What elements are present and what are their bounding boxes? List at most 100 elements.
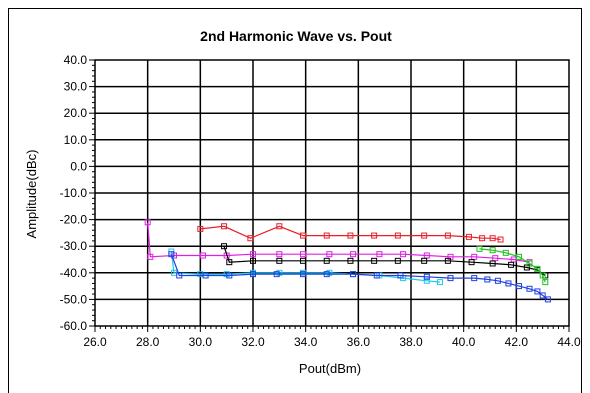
data-point [226,259,233,266]
data-point [489,235,496,242]
data-point [526,285,533,292]
data-point [300,257,307,264]
x-tick-label: 32.0 [241,335,265,349]
data-point [221,243,228,250]
data-point [476,245,483,252]
data-point [226,272,233,279]
series-line [223,246,546,276]
data-point [221,223,228,230]
data-point [497,236,504,243]
data-point [471,275,478,282]
data-point [515,283,522,290]
data-point [276,223,283,230]
x-tick-label: 38.0 [399,335,423,349]
y-tick-label: 40.0 [64,53,88,67]
x-tick-label: 30.0 [189,335,213,349]
data-point [539,292,546,299]
data-point [508,261,515,268]
y-tick-label: 20.0 [64,106,88,120]
y-tick-label: -10.0 [60,186,88,200]
data-point [199,252,206,259]
data-point [144,219,151,226]
data-point [534,288,541,295]
data-point [247,235,254,242]
x-tick-label: 34.0 [294,335,318,349]
data-point [326,251,333,258]
x-tick-label: 26.0 [83,335,107,349]
data-point [515,253,522,260]
data-point [400,251,407,258]
plot-border [94,59,570,327]
series-line [147,222,530,263]
y-tick-label: -40.0 [60,266,88,280]
data-point [421,257,428,264]
data-point [526,260,533,267]
data-point [168,251,175,258]
series-6 [168,251,551,303]
data-point [394,232,401,239]
data-point [373,272,380,279]
series-line [170,253,549,300]
data-point [394,257,401,264]
data-point [479,235,486,242]
data-point [376,251,383,258]
data-point [300,271,307,278]
data-point [202,272,209,279]
data-point [347,257,354,264]
x-axis-ticks: 26.0 28.0 30.0 32.0 34.0 36.0 38.0 40.0 42.0 44.0 [83,326,581,349]
data-point [534,265,541,272]
y-tick-label: -20.0 [60,213,88,227]
data-point [447,275,454,282]
data-point [489,247,496,254]
data-point [465,233,472,240]
data-point [176,272,183,279]
series-layer [144,219,551,303]
data-point [371,257,378,264]
y-tick-label: 0.0 [70,159,87,173]
y-tick-label: -60.0 [60,319,88,333]
data-point [423,277,430,284]
series-4 [476,245,549,286]
data-point [468,259,475,266]
data-point [484,276,491,283]
data-point [347,232,354,239]
y-axis-title: Amplitude(dBc) [24,150,39,239]
data-point [300,232,307,239]
data-point [421,232,428,239]
y-tick-label: -50.0 [60,292,88,306]
data-point [250,251,256,258]
series-3 [221,243,549,279]
data-point [502,249,509,256]
x-axis-title: Pout(dBm) [299,361,361,376]
data-point [276,251,283,258]
x-tick-label: 28.0 [136,335,160,349]
data-point [323,271,330,278]
data-point [542,279,549,286]
chart-title: 2nd Harmonic Wave vs. Pout [200,28,392,44]
data-point [489,260,496,267]
data-point [539,272,546,279]
data-point [494,277,501,284]
data-point [397,272,404,279]
data-point [350,271,357,278]
data-point [350,251,357,258]
grid [95,60,569,326]
data-point [250,271,256,278]
y-axis-ticks: 40.0 30.0 20.0 10.0 0.0 -10.0 -20.0 -30.0 -40.0 -… [60,53,95,333]
data-point [436,279,443,286]
y-tick-label: -30.0 [60,239,88,253]
data-point [147,253,154,260]
x-tick-label: 44.0 [557,335,581,349]
data-point [444,257,451,264]
data-point [323,232,330,239]
data-point [544,296,551,303]
data-point [423,273,430,280]
data-point [444,232,451,239]
y-tick-label: 30.0 [64,80,88,94]
data-point [276,257,283,264]
x-tick-label: 42.0 [505,335,529,349]
data-point [300,251,307,258]
series-1 [197,223,504,243]
y-tick-label: 10.0 [64,133,88,147]
